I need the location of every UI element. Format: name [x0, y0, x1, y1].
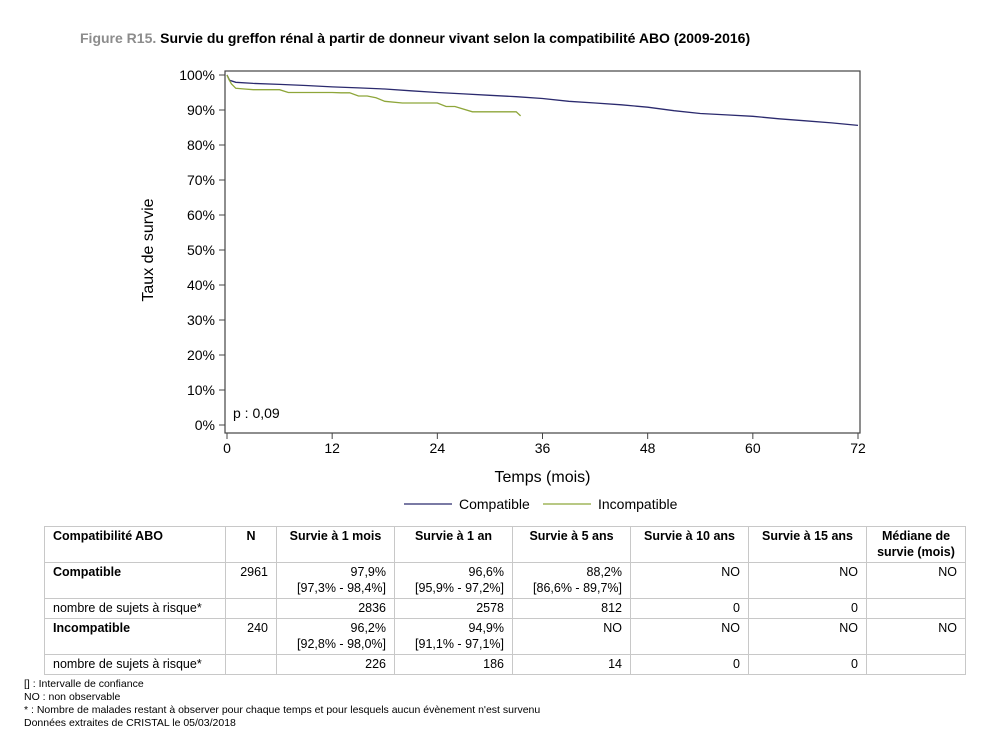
y-tick-label: 10% [187, 382, 215, 398]
confidence-interval: [92,8% - 98,0%] [297, 637, 386, 651]
survival-cell: NO [866, 618, 966, 655]
group-name-cell: Compatible [44, 562, 226, 599]
legend-label-incompatible: Incompatible [598, 496, 678, 512]
x-tick-label: 0 [223, 440, 231, 456]
survival-value: NO [938, 565, 957, 579]
x-tick-label: 60 [745, 440, 761, 456]
y-tick-label: 30% [187, 312, 215, 328]
y-tick-label: 100% [179, 67, 215, 83]
risk-count-cell: 14 [512, 654, 631, 675]
survival-cell: NO [512, 618, 631, 655]
survival-value: NO [603, 621, 622, 635]
y-tick-label: 20% [187, 347, 215, 363]
y-tick-label: 60% [187, 207, 215, 223]
y-tick-label: 0% [195, 417, 215, 433]
survival-value: NO [938, 621, 957, 635]
confidence-interval: [91,1% - 97,1%] [415, 637, 504, 651]
table-header-cell: Survie à 10 ans [630, 526, 749, 563]
x-tick-label: 12 [324, 440, 340, 456]
y-tick-label: 80% [187, 137, 215, 153]
series-line-incompatible [226, 74, 522, 117]
survival-value: 94,9% [468, 621, 504, 635]
survival-value: 96,2% [350, 621, 386, 635]
confidence-interval: [97,3% - 98,4%] [297, 581, 386, 595]
survival-value: 96,6% [468, 565, 504, 579]
risk-count-cell: 0 [748, 654, 867, 675]
survival-cell: NO [748, 618, 867, 655]
footnote-risk: * : Nombre de malades restant à observer… [24, 704, 541, 716]
table-header-cell: Compatibilité ABO [44, 526, 226, 563]
plot-area-border [224, 70, 861, 434]
risk-count-cell: 0 [630, 654, 749, 675]
y-tick-label: 40% [187, 277, 215, 293]
table-header-row: Compatibilité ABO N Survie à 1 mois Survie … [44, 526, 966, 563]
table-header-cell: N [225, 526, 277, 563]
series-line-compatible [226, 74, 859, 127]
survival-value: NO [839, 565, 858, 579]
risk-row-incompatible: nombre de sujets à risque* 226 186 14 0 0 [44, 654, 966, 675]
risk-count-cell [866, 598, 966, 619]
table-header-cell: Survie à 1 mois [276, 526, 395, 563]
survival-value: 88,2% [586, 565, 622, 579]
survival-table: Compatibilité ABO N Survie à 1 mois Survie … [44, 526, 966, 675]
survival-cell: 96,6% [95,9% - 97,2%] [394, 562, 513, 599]
survival-cell: 94,9% [91,1% - 97,1%] [394, 618, 513, 655]
table-header-cell: Médiane de survie (mois) [866, 526, 966, 563]
survival-value: 97,9% [350, 565, 386, 579]
risk-count-cell: 2836 [276, 598, 395, 619]
empty-cell [225, 654, 277, 675]
x-axis-label: Temps (mois) [494, 469, 590, 486]
figure-number: Figure R15. [80, 30, 157, 46]
n-cell: 2961 [225, 562, 277, 599]
footnote-no: NO : non observable [24, 691, 121, 703]
confidence-interval: [86,6% - 89,7%] [533, 581, 622, 595]
table-row-incompatible: Incompatible 240 96,2% [92,8% - 98,0%] 94,9%… [44, 618, 966, 655]
survival-value: NO [839, 621, 858, 635]
x-tick-label: 48 [640, 440, 656, 456]
legend-label-compatible: Compatible [459, 496, 530, 512]
n-cell: 240 [225, 618, 277, 655]
survival-cell: 97,9% [97,3% - 98,4%] [276, 562, 395, 599]
risk-row-compatible: nombre de sujets à risque* 2836 2578 812 0 0 [44, 598, 966, 619]
survival-cell: NO [630, 562, 749, 599]
figure-title-text: Survie du greffon rénal à partir de donn… [160, 30, 751, 46]
table-header-cell: Survie à 1 an [394, 526, 513, 563]
x-tick-label: 24 [430, 440, 446, 456]
risk-count-cell: 186 [394, 654, 513, 675]
table-header-cell: Survie à 15 ans [748, 526, 867, 563]
p-value-annotation: p : 0,09 [233, 405, 280, 421]
table-row-compatible: Compatible 2961 97,9% [97,3% - 98,4%] 96,6% [… [44, 562, 966, 599]
risk-count-cell: 226 [276, 654, 395, 675]
y-tick-label: 70% [187, 172, 215, 188]
x-tick-label: 36 [535, 440, 551, 456]
figure-title: Figure R15. Survie du greffon rénal à pa… [80, 30, 750, 46]
risk-count-cell [866, 654, 966, 675]
survival-value: NO [721, 565, 740, 579]
risk-label-cell: nombre de sujets à risque* [44, 654, 226, 675]
survival-cell: NO [866, 562, 966, 599]
table-header-cell: Survie à 5 ans [512, 526, 631, 563]
y-axis-label: Taux de survie [140, 198, 157, 301]
survival-cell: NO [748, 562, 867, 599]
y-tick-label: 50% [187, 242, 215, 258]
risk-label-cell: nombre de sujets à risque* [44, 598, 226, 619]
survival-cell: NO [630, 618, 749, 655]
risk-count-cell: 0 [748, 598, 867, 619]
group-name-cell: Incompatible [44, 618, 226, 655]
footnote-source: Données extraites de CRISTAL le 05/03/20… [24, 717, 236, 729]
survival-value: NO [721, 621, 740, 635]
empty-cell [225, 598, 277, 619]
risk-count-cell: 2578 [394, 598, 513, 619]
survival-cell: 88,2% [86,6% - 89,7%] [512, 562, 631, 599]
survival-chart: p : 0,09 0% 10% 20% 30% 40% 50% 60% 70% 80% 90% 10… [140, 67, 866, 512]
risk-count-cell: 812 [512, 598, 631, 619]
y-tick-label: 90% [187, 102, 215, 118]
survival-cell: 96,2% [92,8% - 98,0%] [276, 618, 395, 655]
x-tick-label: 72 [850, 440, 866, 456]
footnote-ci: [] : Intervalle de confiance [24, 678, 144, 690]
risk-count-cell: 0 [630, 598, 749, 619]
confidence-interval: [95,9% - 97,2%] [415, 581, 504, 595]
footnotes: [] : Intervalle de confiance NO : non ob… [24, 678, 540, 730]
